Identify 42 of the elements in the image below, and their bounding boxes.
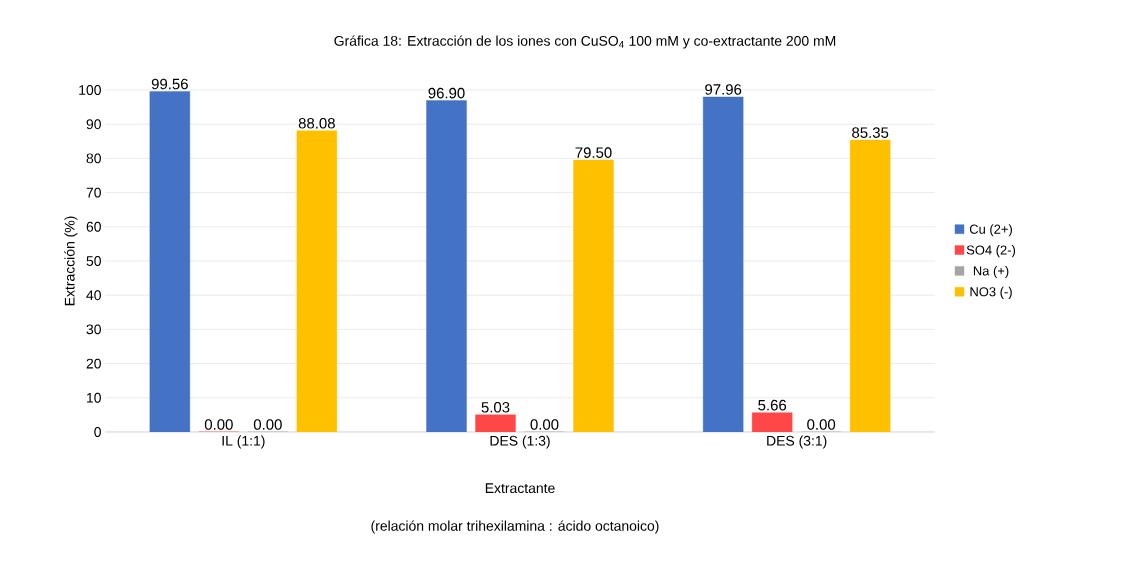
- bar: [849, 139, 891, 432]
- data-label: 0.00: [530, 419, 559, 430]
- y-tick-label: 60: [86, 221, 101, 232]
- legend-label: SO4 (2-): [966, 245, 1016, 258]
- data-label: 5.03: [481, 402, 510, 413]
- y-tick-label: 40: [86, 290, 101, 301]
- data-label: 0.00: [807, 419, 836, 430]
- legend-label: Na (+): [973, 265, 1009, 279]
- y-tick-label: 90: [86, 119, 101, 130]
- bar: [751, 412, 793, 432]
- y-tick-label: 30: [86, 324, 101, 335]
- data-label: 88.08: [298, 117, 335, 129]
- legend-label: NO3 (-): [970, 286, 1012, 299]
- x-tick-label: DES (3:1): [767, 435, 827, 449]
- y-tick-label: 70: [86, 187, 101, 198]
- data-label: 85.35: [852, 127, 889, 138]
- y-tick-label: 0: [94, 427, 101, 437]
- data-label: 0.00: [204, 419, 233, 430]
- bar: [296, 130, 338, 432]
- data-label: 5.66: [758, 399, 787, 411]
- data-label: 96.90: [428, 87, 465, 99]
- y-tick-label: 80: [86, 153, 101, 164]
- bar: [149, 91, 191, 432]
- x-axis-title: Extractante: [485, 483, 555, 494]
- data-label: 79.50: [575, 147, 612, 158]
- bar: [426, 100, 467, 432]
- chart-title: Gráfica 18: Extracción de los iones con CuSO$_{4}$ 100 mM y co-extractante 200 mM: [334, 35, 836, 49]
- text: (relación molar trihexilamina : ácido octanoico): [371, 520, 659, 534]
- data-label: 0.00: [253, 419, 282, 430]
- x-tick-label: DES (1:3): [490, 435, 550, 449]
- data-label: 97.96: [705, 84, 742, 95]
- y-tick-label: 20: [86, 358, 101, 369]
- y-tick-label: 100: [79, 85, 101, 95]
- y-tick-label: 10: [87, 392, 101, 403]
- y-tick-label: 50: [86, 256, 101, 266]
- legend-label: Cu (2+): [969, 224, 1012, 237]
- data-label: 99.56: [151, 78, 188, 90]
- bar: [475, 414, 516, 432]
- y-axis-title: Extracción (%): [64, 216, 78, 306]
- bar: [702, 96, 744, 432]
- bar: [573, 159, 614, 432]
- x-tick-label: IL (1:1): [222, 435, 265, 449]
